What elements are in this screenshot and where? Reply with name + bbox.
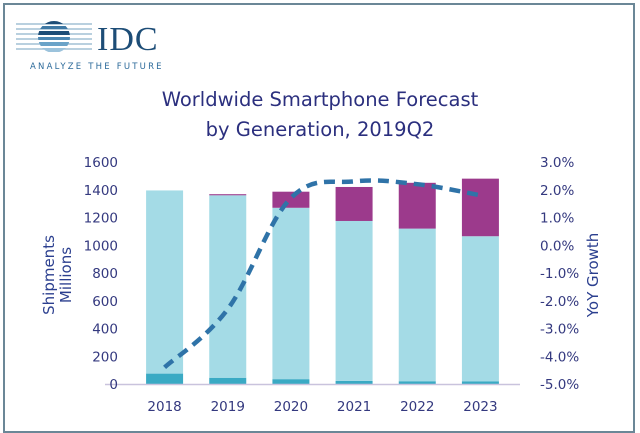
x-tick-label: 2020 xyxy=(274,399,308,415)
y2-tick-label: -4.0% xyxy=(540,349,579,365)
bar-2018-segment-1 xyxy=(146,190,183,373)
x-tick-label: 2022 xyxy=(400,399,434,415)
y-axis-label-line1: Shipments xyxy=(40,235,58,315)
bars-group xyxy=(146,179,499,384)
x-axis-ticks: 2018 2019 2020 2021 2022 2023 xyxy=(147,399,497,415)
left-axis-ticks: 0 200 400 600 800 1000 1200 1400 1600 xyxy=(84,155,118,393)
bar-2022-segment-0 xyxy=(399,381,436,384)
y2-tick-label: -1.0% xyxy=(540,266,579,282)
bar-2019-segment-2 xyxy=(209,194,246,195)
y2-tick-label: -2.0% xyxy=(540,294,579,310)
y2-axis-label: YoY Growth xyxy=(584,233,602,319)
chart-area: 0 200 400 600 800 1000 1200 1400 1600 -5.0% -4.0%… xyxy=(0,0,640,418)
bar-2022-segment-1 xyxy=(399,229,436,382)
x-tick-label: 2019 xyxy=(211,399,245,415)
y-tick-label: 600 xyxy=(92,294,118,310)
y-tick-label: 400 xyxy=(92,322,118,338)
bar-2019-segment-0 xyxy=(209,378,246,384)
right-axis-ticks: -5.0% -4.0% -3.0% -2.0% -1.0% 0.0% 1.0% 2.0% 3.0… xyxy=(540,155,579,393)
bar-2020-segment-1 xyxy=(272,208,309,379)
y2-tick-label: 2.0% xyxy=(540,183,574,199)
bar-2020-segment-2 xyxy=(272,192,309,208)
y2-tick-label: -5.0% xyxy=(540,377,579,393)
y-tick-label: 200 xyxy=(92,349,118,365)
bar-2021-segment-2 xyxy=(336,187,373,221)
y-tick-label: 1000 xyxy=(84,238,118,254)
y2-tick-label: 1.0% xyxy=(540,211,574,227)
y-tick-label: 1600 xyxy=(84,155,118,171)
y-tick-label: 800 xyxy=(92,266,118,282)
x-tick-label: 2021 xyxy=(337,399,371,415)
bar-2023-segment-0 xyxy=(462,382,499,384)
y2-tick-label: 3.0% xyxy=(540,155,574,171)
x-tick-label: 2018 xyxy=(147,399,181,415)
bar-2022-segment-2 xyxy=(399,183,436,229)
y-tick-label: 1400 xyxy=(84,183,118,199)
bar-2020-segment-0 xyxy=(272,379,309,384)
bar-2021-segment-1 xyxy=(336,221,373,381)
y2-tick-label: 0.0% xyxy=(540,238,574,254)
bar-2018-segment-0 xyxy=(146,374,183,384)
y-tick-label: 0 xyxy=(109,377,118,393)
y2-tick-label: -3.0% xyxy=(540,322,579,338)
bar-2023-segment-1 xyxy=(462,236,499,381)
y-tick-label: 1200 xyxy=(84,211,118,227)
bar-2021-segment-0 xyxy=(336,381,373,384)
bar-2023-segment-2 xyxy=(462,179,499,237)
y-axis-label-line2: Millions xyxy=(57,247,75,303)
x-tick-label: 2023 xyxy=(463,399,497,415)
